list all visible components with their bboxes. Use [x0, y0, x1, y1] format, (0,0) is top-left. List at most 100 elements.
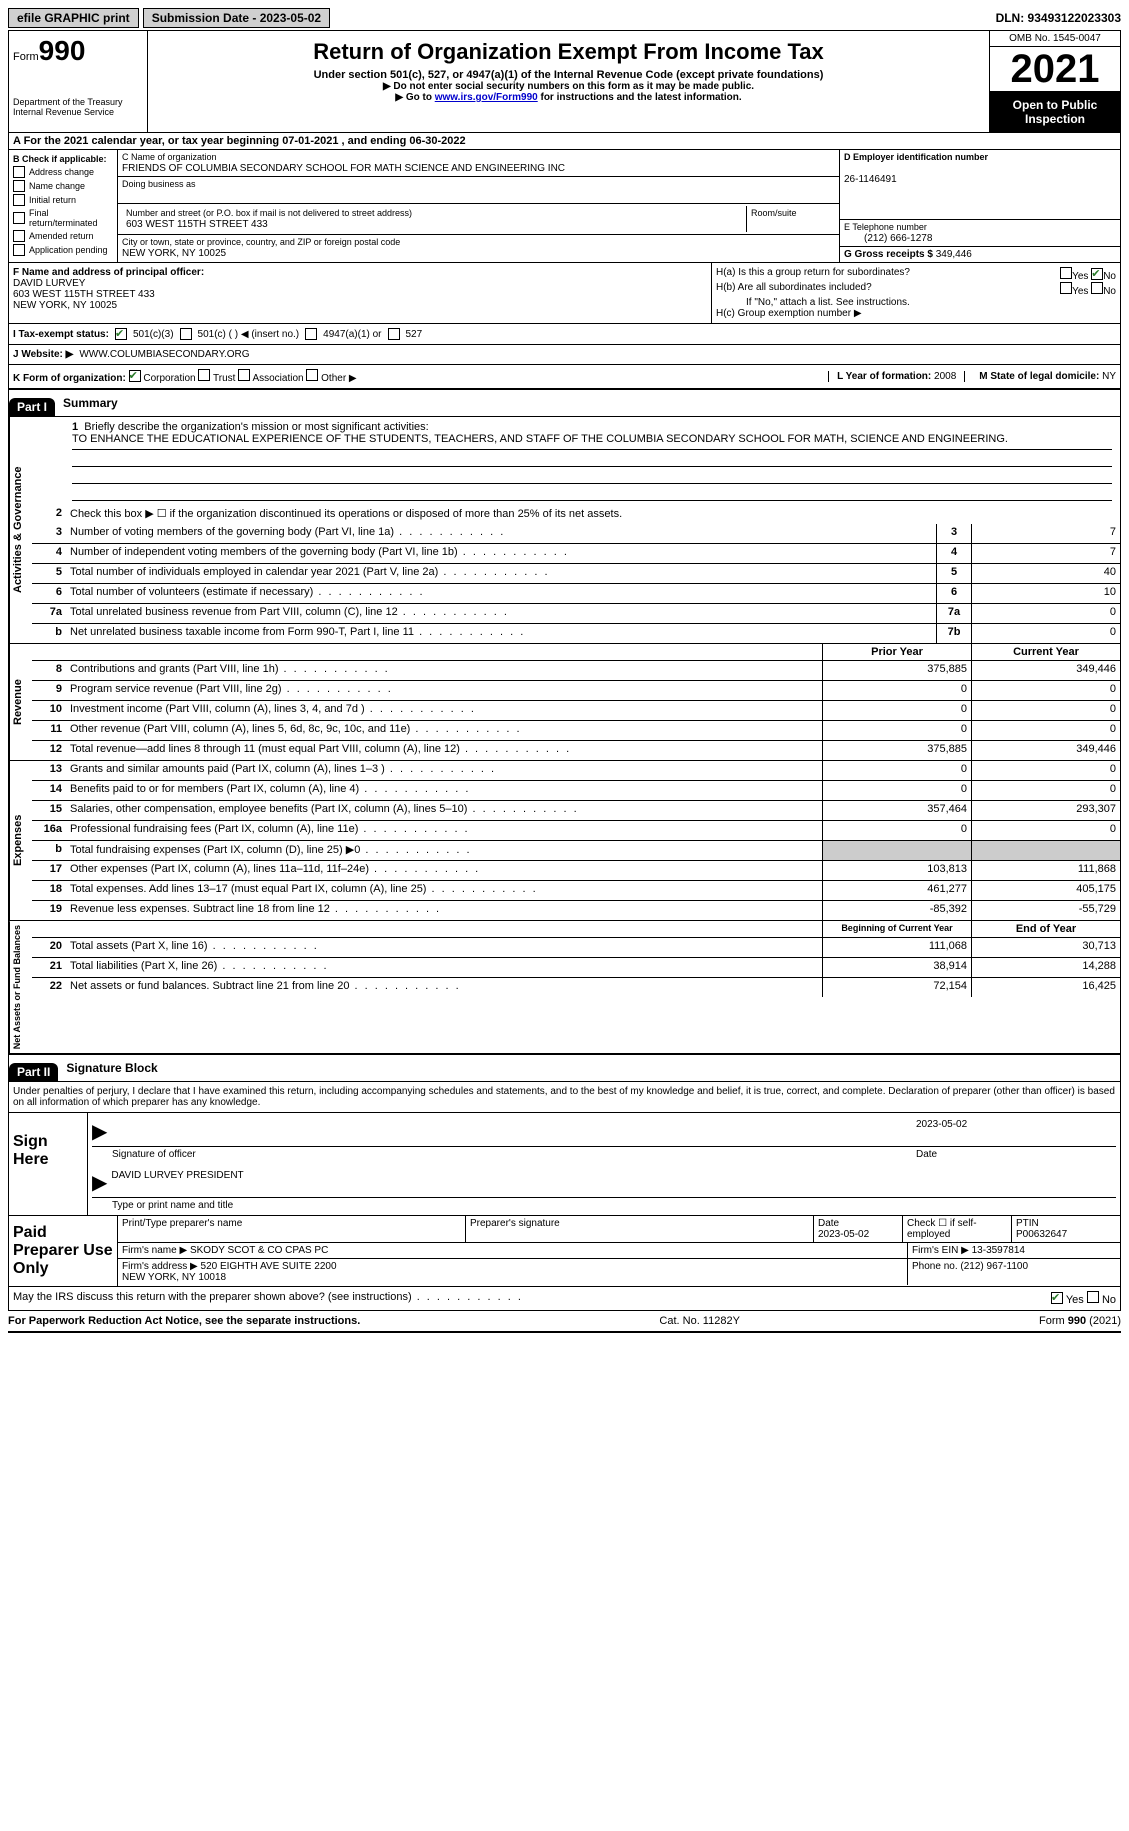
- tax-status-row: I Tax-exempt status: 501(c)(3) 501(c) ( …: [8, 324, 1121, 345]
- tax-label: I Tax-exempt status:: [13, 329, 109, 340]
- boxb-cb[interactable]: [13, 180, 25, 192]
- 501c3-label: 501(c)(3): [133, 329, 174, 340]
- 4947-cb[interactable]: [305, 328, 317, 340]
- efile-btn[interactable]: efile GRAPHIC print: [8, 8, 139, 28]
- ein-value: 26-1146491: [844, 174, 897, 185]
- end-year-header: End of Year: [971, 921, 1120, 937]
- firm-name: SKODY SCOT & CO CPAS PC: [190, 1245, 328, 1256]
- other-cb[interactable]: [306, 369, 318, 381]
- dept-label: Department of the Treasury Internal Reve…: [13, 97, 143, 117]
- prior-val: 38,914: [822, 958, 971, 977]
- form-title: Return of Organization Exempt From Incom…: [152, 39, 985, 65]
- ha-label: H(a) Is this a group return for subordin…: [716, 267, 910, 282]
- ptin-value: P00632647: [1016, 1229, 1067, 1240]
- corp-cb[interactable]: [129, 370, 141, 382]
- 527-label: 527: [406, 329, 423, 340]
- officer-label: F Name and address of principal officer:: [13, 267, 204, 278]
- assoc-label: Association: [252, 373, 303, 384]
- row-val: 40: [971, 564, 1120, 583]
- form-header: Form990 Department of the Treasury Inter…: [8, 30, 1121, 133]
- prior-val: 357,464: [822, 801, 971, 820]
- submission-btn[interactable]: Submission Date - 2023-05-02: [143, 8, 330, 28]
- firm-name-label: Firm's name ▶: [122, 1245, 187, 1256]
- current-val: 16,425: [971, 978, 1120, 997]
- hb-yes-cb[interactable]: [1060, 282, 1072, 294]
- irs-link[interactable]: www.irs.gov/Form990: [435, 92, 538, 103]
- revenue-label: Revenue: [9, 644, 32, 760]
- boxb-cb[interactable]: [13, 230, 25, 242]
- boxb-cb[interactable]: [13, 166, 25, 178]
- row-desc: Salaries, other compensation, employee b…: [66, 801, 822, 820]
- hb-no-cb[interactable]: [1091, 282, 1103, 294]
- row-desc: Number of voting members of the governin…: [66, 524, 936, 543]
- row-box: 4: [936, 544, 971, 563]
- current-val: 0: [971, 701, 1120, 720]
- prior-val: -85,392: [822, 901, 971, 920]
- ein-label: D Employer identification number: [844, 152, 988, 162]
- row-a: A For the 2021 calendar year, or tax yea…: [8, 133, 1121, 150]
- prep-name-label: Print/Type preparer's name: [118, 1216, 466, 1242]
- 501c-cb[interactable]: [180, 328, 192, 340]
- row-desc: Grants and similar amounts paid (Part IX…: [66, 761, 822, 780]
- footer-left: For Paperwork Reduction Act Notice, see …: [8, 1315, 360, 1327]
- box-b: B Check if applicable: Address changeNam…: [9, 150, 118, 262]
- row-val: 0: [971, 624, 1120, 643]
- row-val: 7: [971, 544, 1120, 563]
- 527-cb[interactable]: [388, 328, 400, 340]
- prior-val: 461,277: [822, 881, 971, 900]
- row-val: 0: [971, 604, 1120, 623]
- form-prefix: Form: [13, 51, 39, 63]
- website-row: J Website: ▶ WWW.COLUMBIASECONDARY.ORG: [8, 345, 1121, 365]
- discuss-yes-cb[interactable]: [1051, 1292, 1063, 1304]
- boxb-cb[interactable]: [13, 244, 25, 256]
- year-formation: 2008: [934, 371, 956, 382]
- row-desc: Total revenue—add lines 8 through 11 (mu…: [66, 741, 822, 760]
- row-desc: Program service revenue (Part VIII, line…: [66, 681, 822, 700]
- row-desc: Other expenses (Part IX, column (A), lin…: [66, 861, 822, 880]
- row-desc: Other revenue (Part VIII, column (A), li…: [66, 721, 822, 740]
- phone-label: E Telephone number: [844, 222, 927, 232]
- row-desc: Total unrelated business revenue from Pa…: [66, 604, 936, 623]
- ha-yes-cb[interactable]: [1060, 267, 1072, 279]
- no-label: No: [1103, 271, 1116, 282]
- current-val: 0: [971, 681, 1120, 700]
- hc-label: H(c) Group exemption number ▶: [716, 308, 1116, 319]
- discuss-yes: Yes: [1066, 1294, 1084, 1306]
- trust-label: Trust: [213, 373, 235, 384]
- sig-date: 2023-05-02: [916, 1119, 1116, 1144]
- preparer-section: Paid Preparer Use Only Print/Type prepar…: [8, 1216, 1121, 1287]
- sig-name: DAVID LURVEY PRESIDENT: [111, 1170, 243, 1195]
- footer-mid: Cat. No. 11282Y: [659, 1315, 740, 1327]
- 501c3-cb[interactable]: [115, 328, 127, 340]
- current-val: 293,307: [971, 801, 1120, 820]
- 4947-label: 4947(a)(1) or: [323, 329, 381, 340]
- boxb-cb[interactable]: [13, 194, 25, 206]
- part1-bar: Part I Summary: [8, 389, 1121, 417]
- discuss-text: May the IRS discuss this return with the…: [13, 1291, 523, 1306]
- begin-year-header: Beginning of Current Year: [822, 921, 971, 937]
- boxb-cb[interactable]: [13, 212, 25, 224]
- trust-cb[interactable]: [198, 369, 210, 381]
- sig-officer-label: Signature of officer: [112, 1149, 916, 1160]
- paid-preparer-label: Paid Preparer Use Only: [9, 1216, 118, 1286]
- mission-text: TO ENHANCE THE EDUCATIONAL EXPERIENCE OF…: [72, 433, 1112, 450]
- goto-pre: ▶ Go to: [395, 92, 434, 103]
- org-city: NEW YORK, NY 10025: [122, 248, 226, 259]
- prior-val: 0: [822, 681, 971, 700]
- domicile: NY: [1102, 371, 1116, 382]
- yes-label: Yes: [1072, 271, 1088, 282]
- ha-no-cb[interactable]: [1091, 268, 1103, 280]
- current-val: 0: [971, 821, 1120, 840]
- prior-val: 0: [822, 701, 971, 720]
- korg-row: K Form of organization: Corporation Trus…: [8, 365, 1121, 389]
- discuss-no: No: [1102, 1294, 1116, 1306]
- main-grid: B Check if applicable: Address changeNam…: [8, 150, 1121, 263]
- revenue-section: Revenue Prior Year Current Year 8Contrib…: [8, 644, 1121, 761]
- prior-val: 375,885: [822, 741, 971, 760]
- assoc-cb[interactable]: [238, 369, 250, 381]
- discuss-no-cb[interactable]: [1087, 1291, 1099, 1303]
- current-val: 0: [971, 761, 1120, 780]
- phone-value: (212) 666-1278: [844, 233, 932, 244]
- row-box: 3: [936, 524, 971, 543]
- section-fgh: F Name and address of principal officer:…: [8, 263, 1121, 324]
